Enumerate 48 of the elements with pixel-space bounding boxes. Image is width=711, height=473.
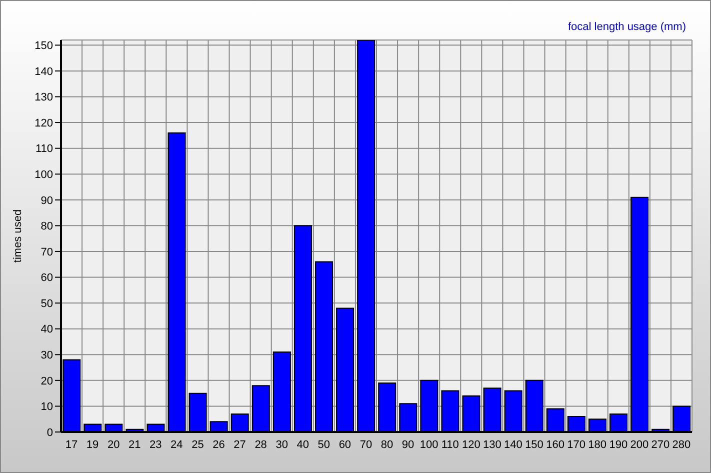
x-tick-label: 25 [192, 438, 204, 451]
y-tick-label: 10 [40, 401, 53, 414]
y-tick-label: 150 [34, 40, 53, 52]
x-tick-label: 170 [567, 438, 586, 451]
x-tick-label: 120 [462, 438, 480, 451]
x-tick-label: 270 [651, 438, 670, 451]
y-tick-label: 60 [40, 272, 53, 284]
x-tick-label: 21 [128, 438, 141, 451]
chart-title: focal length usage (mm) [568, 21, 686, 33]
y-tick-label: 90 [40, 194, 53, 207]
x-tick-label: 160 [546, 438, 564, 451]
y-tick-label: 100 [34, 169, 53, 182]
x-tick-label: 200 [630, 438, 649, 451]
x-tick-label: 17 [65, 438, 78, 451]
y-tick-label: 40 [40, 324, 53, 336]
x-tick-label: 180 [588, 438, 607, 451]
x-tick-label: 50 [318, 438, 330, 451]
x-tick-label: 150 [525, 438, 544, 451]
x-tick-label: 28 [254, 438, 267, 451]
x-tick-label: 190 [609, 438, 628, 451]
x-tick-label: 60 [338, 438, 352, 451]
y-tick-label: 130 [34, 92, 53, 104]
x-tick-label: 70 [360, 438, 372, 451]
x-tick-label: 26 [212, 438, 225, 451]
x-tick-label: 20 [107, 438, 120, 451]
y-tick-label: 50 [40, 298, 53, 310]
y-tick-label: 120 [34, 117, 53, 130]
y-tick-label: 0 [46, 426, 53, 439]
x-tick-label: 110 [441, 438, 459, 451]
x-tick-label: 40 [296, 438, 310, 451]
y-tick-label: 20 [40, 375, 53, 388]
y-tick-label: 110 [35, 143, 53, 156]
x-tick-label: 27 [234, 438, 246, 451]
x-tick-label: 140 [504, 438, 522, 451]
x-tick-label: 23 [150, 438, 162, 451]
x-tick-label: 100 [420, 438, 438, 451]
x-tick-label: 80 [380, 438, 394, 451]
y-tick-label: 80 [40, 220, 53, 233]
x-tick-label: 90 [402, 438, 414, 451]
y-tick-label: 30 [40, 350, 53, 362]
x-tick-label: 130 [483, 438, 502, 451]
x-tick-label: 30 [276, 438, 288, 451]
y-tick-label: 70 [40, 246, 53, 258]
x-tick-label: 280 [672, 438, 691, 451]
x-tick-label: 24 [170, 438, 183, 451]
y-tick-label: 140 [34, 66, 53, 78]
y-axis-title: times used [12, 209, 24, 263]
x-tick-label: 19 [86, 438, 99, 451]
